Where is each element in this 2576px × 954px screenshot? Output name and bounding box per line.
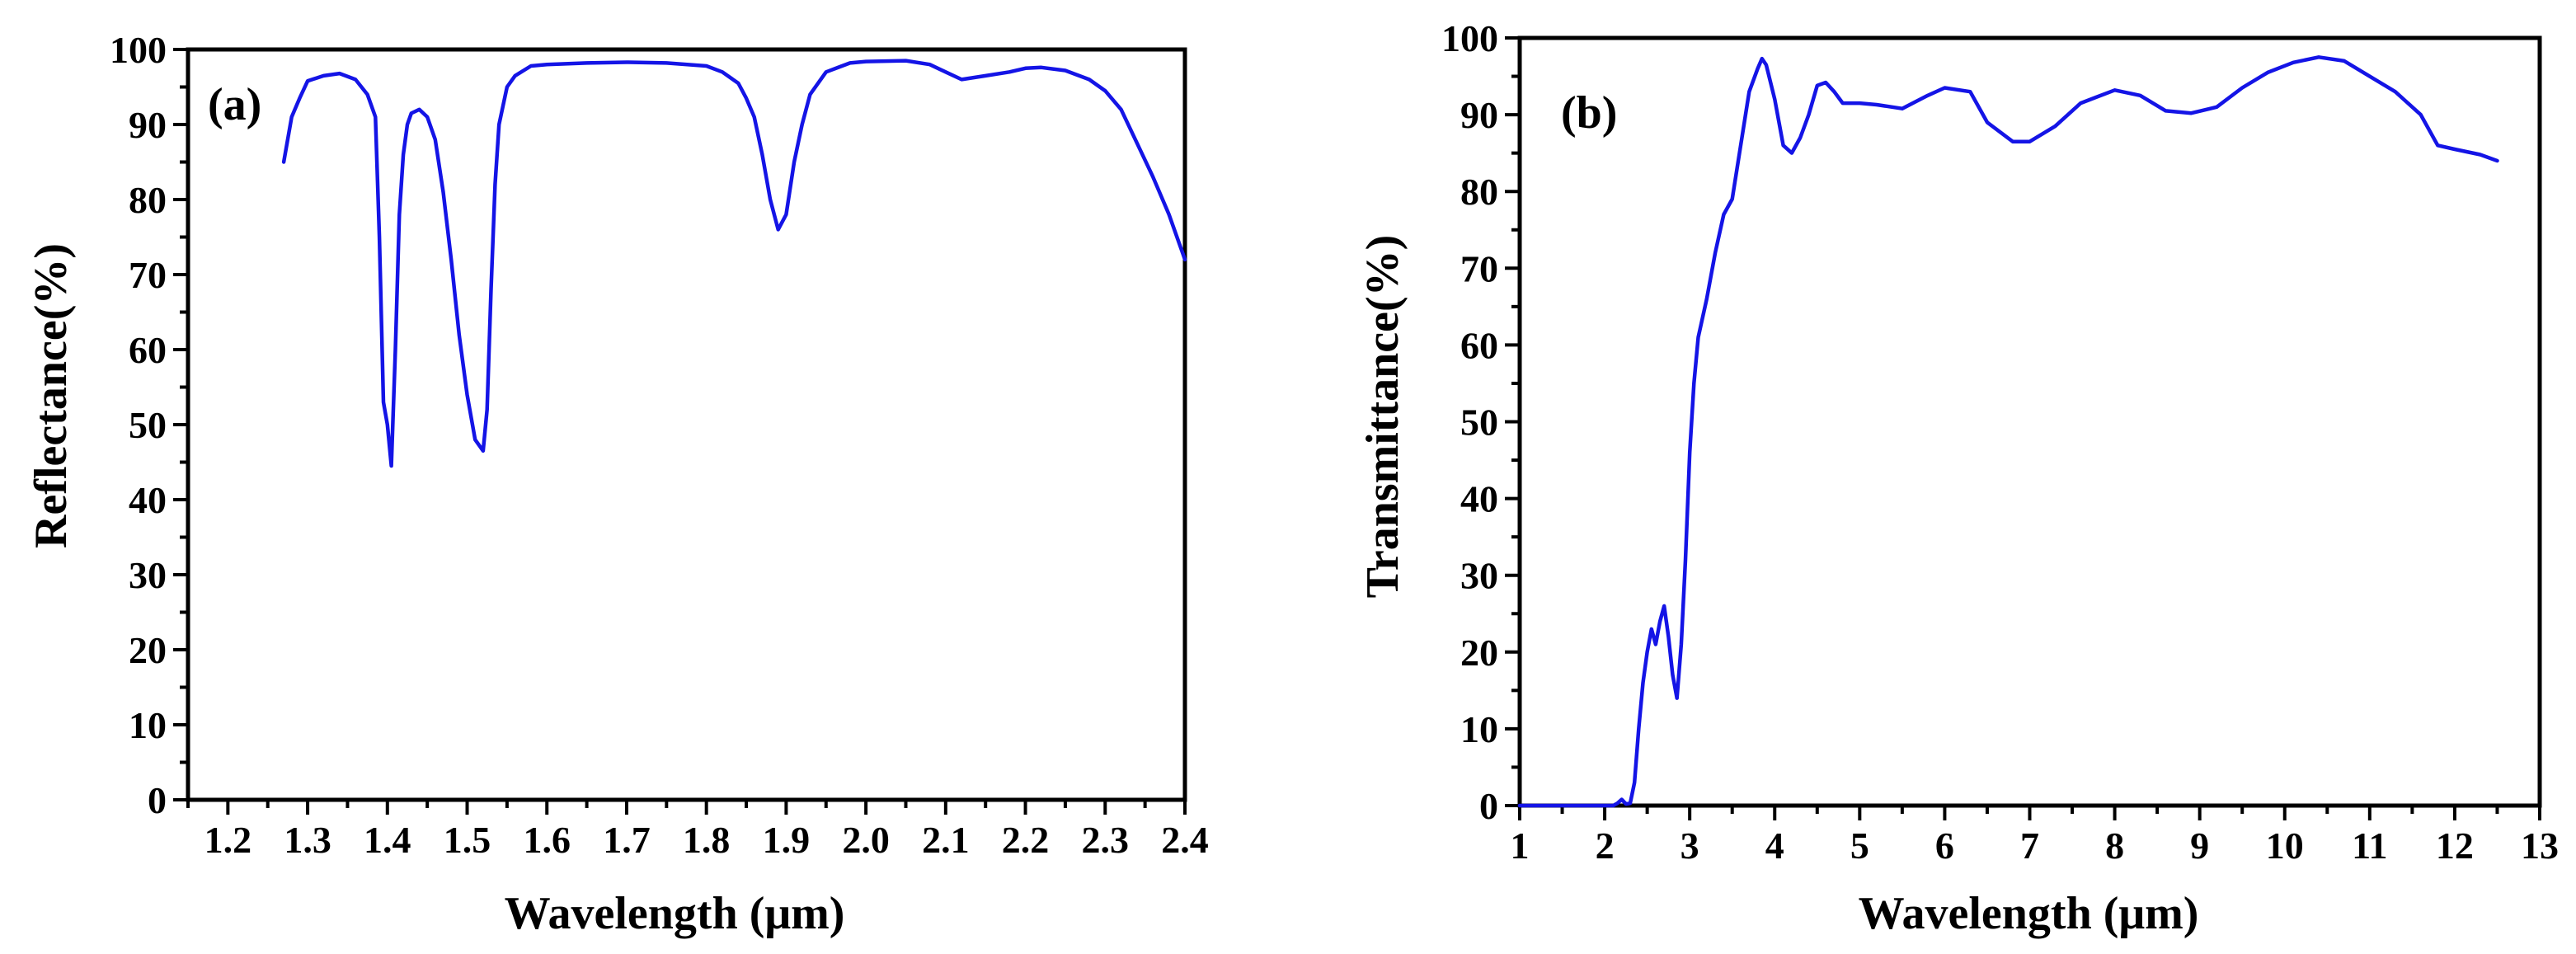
panel-b-x-axis-title: Wavelength (μm) — [1859, 888, 2199, 939]
panel-b-y-tick-label: 40 — [1460, 478, 1498, 520]
panel-b-y-tick-label: 90 — [1460, 94, 1498, 136]
panel-b-x-tick-label: 7 — [2020, 825, 2039, 867]
panel-b-transmittance-chart: 1 2 3 4 5 6 7 8 9 10 11 12 130102030405060708090100 … — [1357, 17, 2559, 939]
panel-b-y-axis-title: Transmittance(%) — [1357, 235, 1408, 599]
panel-a-y-axis-title: Reflectance(%) — [26, 243, 77, 548]
panel-b-y-tick-label: 20 — [1460, 632, 1498, 674]
panel-b-x-tick-label: 10 — [2266, 825, 2304, 867]
panel-b-plot-frame — [1517, 35, 2542, 808]
panel-b-x-tick-label: 8 — [2105, 825, 2124, 867]
panel-a-series-line — [281, 59, 1187, 468]
panel-b-x-tick-label: 4 — [1765, 825, 1784, 867]
panel-a-x-tick-label: 2.3 — [1082, 819, 1130, 861]
panel-b-x-tick-label: 5 — [1850, 825, 1869, 867]
panel-a-label: (a) — [208, 79, 261, 130]
panel-a-x-tick-label: 1.8 — [683, 819, 731, 861]
panel-a-x-tick-label: 2.4 — [1161, 819, 1209, 861]
panel-a-x-tick-label: 2.2 — [1002, 819, 1050, 861]
panel-b-x-tick-label: 1 — [1511, 825, 1530, 867]
panel-a-x-tick-label: 1.4 — [364, 819, 411, 861]
panel-b-x-tick-label: 6 — [1935, 825, 1954, 867]
panel-a-x-tick-label: 2.0 — [842, 819, 890, 861]
panel-a-x-tick-label: 1.2 — [204, 819, 252, 861]
panel-b-y-tick-label: 50 — [1460, 402, 1498, 444]
panel-a-y-tick-label: 80 — [129, 179, 167, 221]
panel-b-y-tick-label: 80 — [1460, 171, 1498, 213]
panel-a-reflectance-chart: 1.2 1.3 1.4 1.5 1.6 1.7 1.8 1.9 2.0 2.1 2.2 2.3 2.4 0… — [26, 29, 1209, 939]
panel-b-y-tick-label: 60 — [1460, 324, 1498, 366]
panel-b-x-tick-label: 12 — [2436, 825, 2474, 867]
panel-a-y-tick-label: 0 — [148, 779, 167, 821]
panel-a-y-tick-label: 90 — [129, 104, 167, 146]
panel-b-x-tick-label: 2 — [1596, 825, 1615, 867]
panel-a-y-tick-label: 40 — [129, 479, 167, 521]
panel-b-x-tick-label: 13 — [2521, 825, 2559, 867]
panel-a-x-tick-label: 2.1 — [922, 819, 970, 861]
panel-b-x-tick-label: 9 — [2190, 825, 2209, 867]
panel-a-y-tick-label: 50 — [129, 404, 167, 446]
panel-a-y-tick-label: 10 — [129, 704, 167, 746]
panel-a-y-tick-label: 100 — [110, 29, 167, 71]
panel-b-y-tick-label: 10 — [1460, 708, 1498, 750]
panel-b-x-tick-label: 11 — [2352, 825, 2387, 867]
panel-a-y-tick-label: 30 — [129, 554, 167, 596]
panel-a-ticks: 1.2 1.3 1.4 1.5 1.6 1.7 1.8 1.9 2.0 2.1 2.2 2.3 2.4 0… — [110, 29, 1209, 861]
panel-b-y-tick-label: 100 — [1441, 17, 1498, 59]
panel-b-y-tick-label: 30 — [1460, 555, 1498, 597]
panel-b-label: (b) — [1561, 87, 1617, 139]
panel-a-x-tick-label: 1.3 — [284, 819, 331, 861]
panel-a-x-tick-label: 1.5 — [444, 819, 491, 861]
panel-a-y-tick-label: 70 — [129, 254, 167, 296]
panel-a-x-tick-label: 1.9 — [763, 819, 811, 861]
panel-b-x-tick-label: 3 — [1681, 825, 1699, 867]
panel-a-x-tick-label: 1.6 — [523, 819, 571, 861]
panel-b-series-line — [1517, 55, 2499, 808]
panel-a-y-tick-label: 60 — [129, 329, 167, 371]
panel-a-y-tick-label: 20 — [129, 629, 167, 671]
panel-a-x-axis-title: Wavelength (μm) — [505, 888, 845, 939]
panel-b-y-tick-label: 70 — [1460, 247, 1498, 289]
panel-b-y-tick-label: 0 — [1479, 785, 1498, 827]
panel-a-x-tick-label: 1.7 — [603, 819, 651, 861]
panel-a-plot-frame — [186, 47, 1187, 802]
